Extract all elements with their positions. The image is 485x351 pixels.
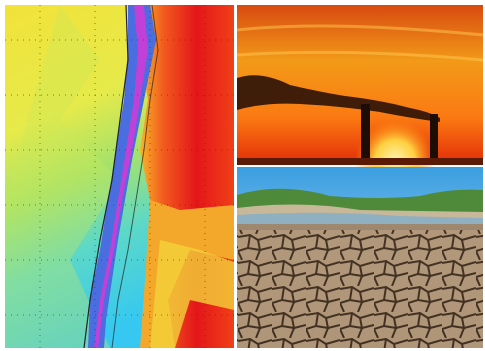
climate-map	[5, 5, 234, 348]
drought-landscape	[237, 167, 483, 348]
